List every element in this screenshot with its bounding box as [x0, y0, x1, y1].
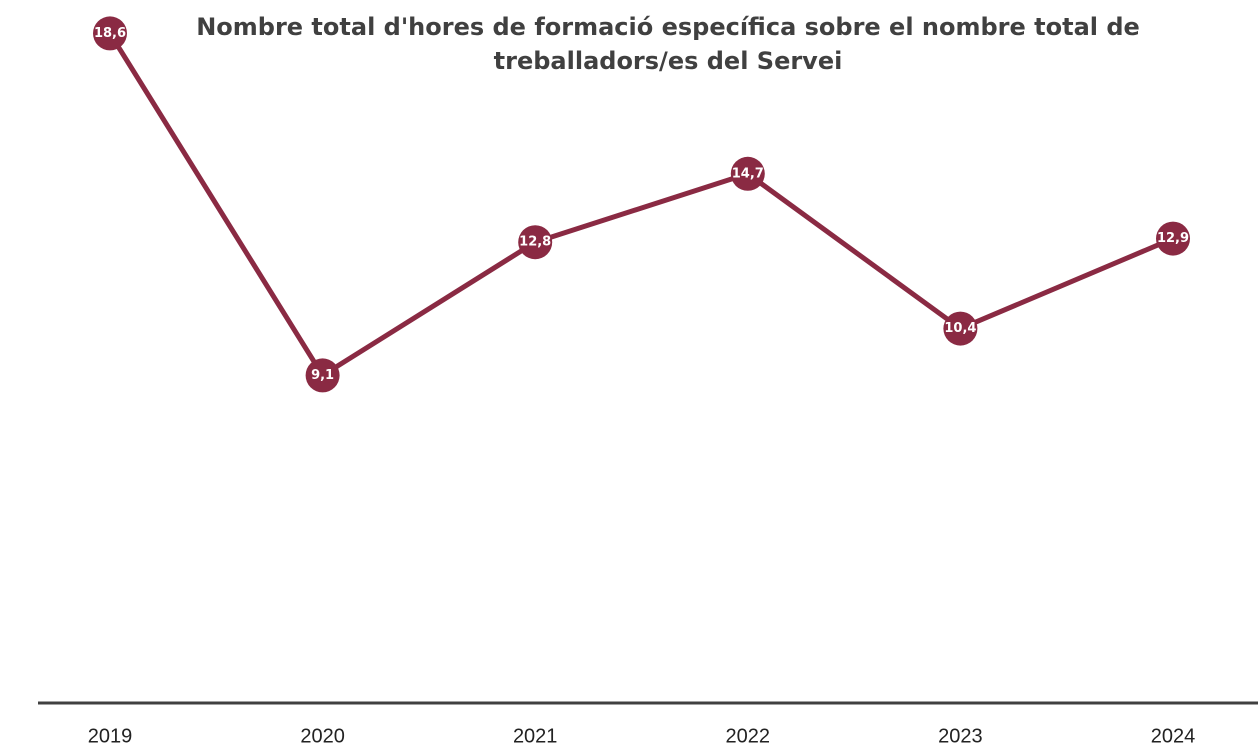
data-label: 12,9: [1157, 231, 1189, 246]
data-label: 12,8: [519, 235, 551, 250]
data-label: 14,7: [732, 166, 764, 181]
marker: [730, 156, 765, 191]
marker: [518, 225, 553, 260]
marker: [943, 311, 978, 346]
x-tick-label: 2024: [1151, 725, 1196, 747]
data-label: 9,1: [311, 368, 334, 383]
line: [107, 32, 1174, 378]
x-tick-label: 2022: [726, 725, 771, 747]
marker: [305, 358, 340, 393]
marker: [1156, 221, 1190, 256]
x-tick-label: 2020: [300, 725, 345, 747]
x-tick-label: 2023: [938, 725, 983, 747]
chart-title: Nombre total d'hores de formació específ…: [196, 13, 1140, 75]
x-tick-label: 2021: [513, 725, 558, 747]
data-label: 10,4: [944, 321, 976, 336]
data-label: 18,6: [94, 26, 126, 41]
x-tick-label: 2019: [88, 725, 133, 747]
marker: [93, 16, 127, 51]
